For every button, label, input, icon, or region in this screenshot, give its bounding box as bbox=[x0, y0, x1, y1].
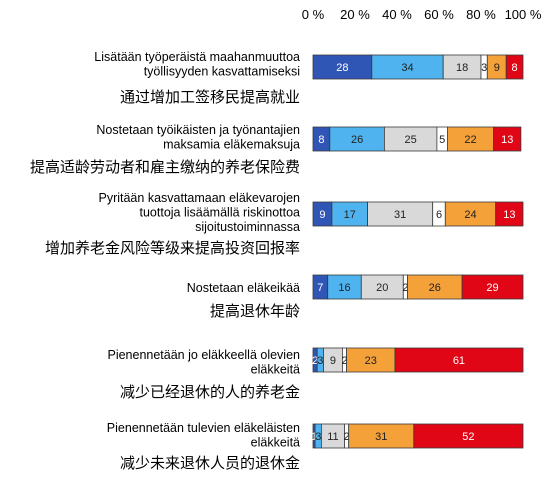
category-label: Nostetaan eläkeikää bbox=[187, 281, 300, 295]
segment-value-label: 6 bbox=[436, 209, 442, 221]
segment-value-label: 18 bbox=[456, 62, 468, 74]
segment-value-label: 9 bbox=[494, 62, 500, 74]
bar-segment bbox=[371, 54, 444, 80]
x-tick-label: 20 % bbox=[340, 7, 370, 22]
x-tick-label: 60 % bbox=[424, 7, 454, 22]
bar-segment bbox=[312, 54, 373, 80]
bar-segment bbox=[394, 347, 524, 373]
segment-value-label: 23 bbox=[365, 355, 377, 367]
bar-segment bbox=[442, 54, 482, 80]
bar-segment bbox=[505, 54, 524, 80]
category-label: Lisätään työperäistä maahanmuuttoa bbox=[94, 50, 300, 64]
segment-value-label: 61 bbox=[453, 355, 465, 367]
bar-row: Pienennetään tulevien eläkeläisteneläkke… bbox=[107, 421, 524, 472]
bar-segment bbox=[348, 423, 415, 449]
segment-value-label: 29 bbox=[486, 282, 498, 294]
category-label: eläkkeitä bbox=[251, 436, 300, 450]
category-label: Nostetaan työikäisten ja työnantajien bbox=[96, 123, 300, 137]
x-tick-label: 100 % bbox=[505, 7, 542, 22]
category-translation: 增加养老金风险等级来提高投资回报率 bbox=[45, 239, 300, 257]
category-label: Pyritään kasvattamaan eläkevarojen bbox=[98, 191, 300, 205]
bar-segment bbox=[383, 126, 438, 152]
segment-value-label: 28 bbox=[336, 62, 348, 74]
x-tick-label: 0 % bbox=[302, 7, 325, 22]
category-translation: 减少已经退休的人的养老金 bbox=[120, 384, 300, 401]
segment-value-label: 17 bbox=[344, 209, 356, 221]
category-label: maksamia eläkemaksuja bbox=[163, 138, 300, 152]
bar-segment bbox=[446, 126, 494, 152]
segment-value-label: 2 bbox=[402, 282, 408, 294]
category-translation: 减少未来退休人员的退休金 bbox=[120, 455, 300, 472]
bar-row: Nostetaan työikäisten ja työnantajienmak… bbox=[30, 123, 522, 176]
bar-segment bbox=[495, 201, 524, 227]
segment-value-label: 3 bbox=[315, 431, 321, 443]
segment-value-label: 26 bbox=[351, 134, 363, 146]
bar-row: Pyritään kasvattamaan eläkevarojentuotto… bbox=[45, 191, 524, 257]
category-translation: 提高退休年龄 bbox=[210, 303, 300, 320]
x-tick-label: 80 % bbox=[466, 7, 496, 22]
segment-value-label: 24 bbox=[464, 209, 476, 221]
segment-value-label: 13 bbox=[501, 134, 513, 146]
bar-row: Nostetaan eläkeikää 提高退休年龄 7 16 20 2 26 29 bbox=[187, 274, 524, 320]
category-label: sijoitustoiminnassa bbox=[195, 220, 300, 234]
segment-value-label: 25 bbox=[405, 134, 417, 146]
category-label: Pienennetään tulevien eläkeläisten bbox=[107, 421, 300, 435]
segment-value-label: 3 bbox=[317, 355, 323, 367]
segment-value-label: 2 bbox=[341, 355, 347, 367]
segment-value-label: 1 bbox=[311, 431, 317, 443]
bar-segment bbox=[461, 274, 524, 300]
category-label: tuottoja lisäämällä riskinottoa bbox=[140, 206, 301, 220]
x-tick-label: 40 % bbox=[382, 7, 412, 22]
bar-segment bbox=[367, 201, 434, 227]
category-label: työllisyyden kasvattamiseksi bbox=[144, 65, 300, 79]
bar-segment bbox=[329, 126, 385, 152]
segment-value-label: 8 bbox=[512, 62, 518, 74]
bar-segment bbox=[413, 423, 524, 449]
segment-value-label: 16 bbox=[338, 282, 350, 294]
bar-row: Lisätään työperäistä maahanmuuttoatyölli… bbox=[94, 50, 524, 106]
segment-value-label: 31 bbox=[375, 431, 387, 443]
segment-value-label: 11 bbox=[327, 431, 338, 443]
category-translation: 通过增加工签移民提高就业 bbox=[120, 89, 300, 106]
segment-value-label: 9 bbox=[330, 355, 336, 367]
segment-value-label: 52 bbox=[462, 431, 474, 443]
bar-segment bbox=[331, 201, 368, 227]
category-label: eläkkeitä bbox=[251, 363, 300, 377]
segment-value-label: 2 bbox=[312, 355, 318, 367]
bar-segment bbox=[444, 201, 497, 227]
segment-value-label: 3 bbox=[481, 62, 487, 74]
segment-value-label: 13 bbox=[503, 209, 515, 221]
category-translation: 提高适龄劳动者和雇主缴纳的养老保险费 bbox=[30, 159, 300, 176]
segment-value-label: 8 bbox=[318, 134, 324, 146]
segment-value-label: 20 bbox=[376, 282, 388, 294]
bar-row: Pienennetään jo eläkkeellä olevieneläkke… bbox=[107, 347, 524, 401]
segment-value-label: 26 bbox=[429, 282, 441, 294]
segment-value-label: 5 bbox=[439, 134, 445, 146]
segment-value-label: 9 bbox=[319, 209, 325, 221]
bar-segment bbox=[407, 274, 463, 300]
segment-value-label: 7 bbox=[317, 282, 323, 294]
segment-value-label: 31 bbox=[394, 209, 406, 221]
segment-value-label: 2 bbox=[344, 431, 350, 443]
bar-segment bbox=[493, 126, 522, 152]
category-label: Pienennetään jo eläkkeellä olevien bbox=[107, 348, 300, 362]
segment-value-label: 34 bbox=[401, 62, 413, 74]
segment-value-label: 22 bbox=[464, 134, 476, 146]
